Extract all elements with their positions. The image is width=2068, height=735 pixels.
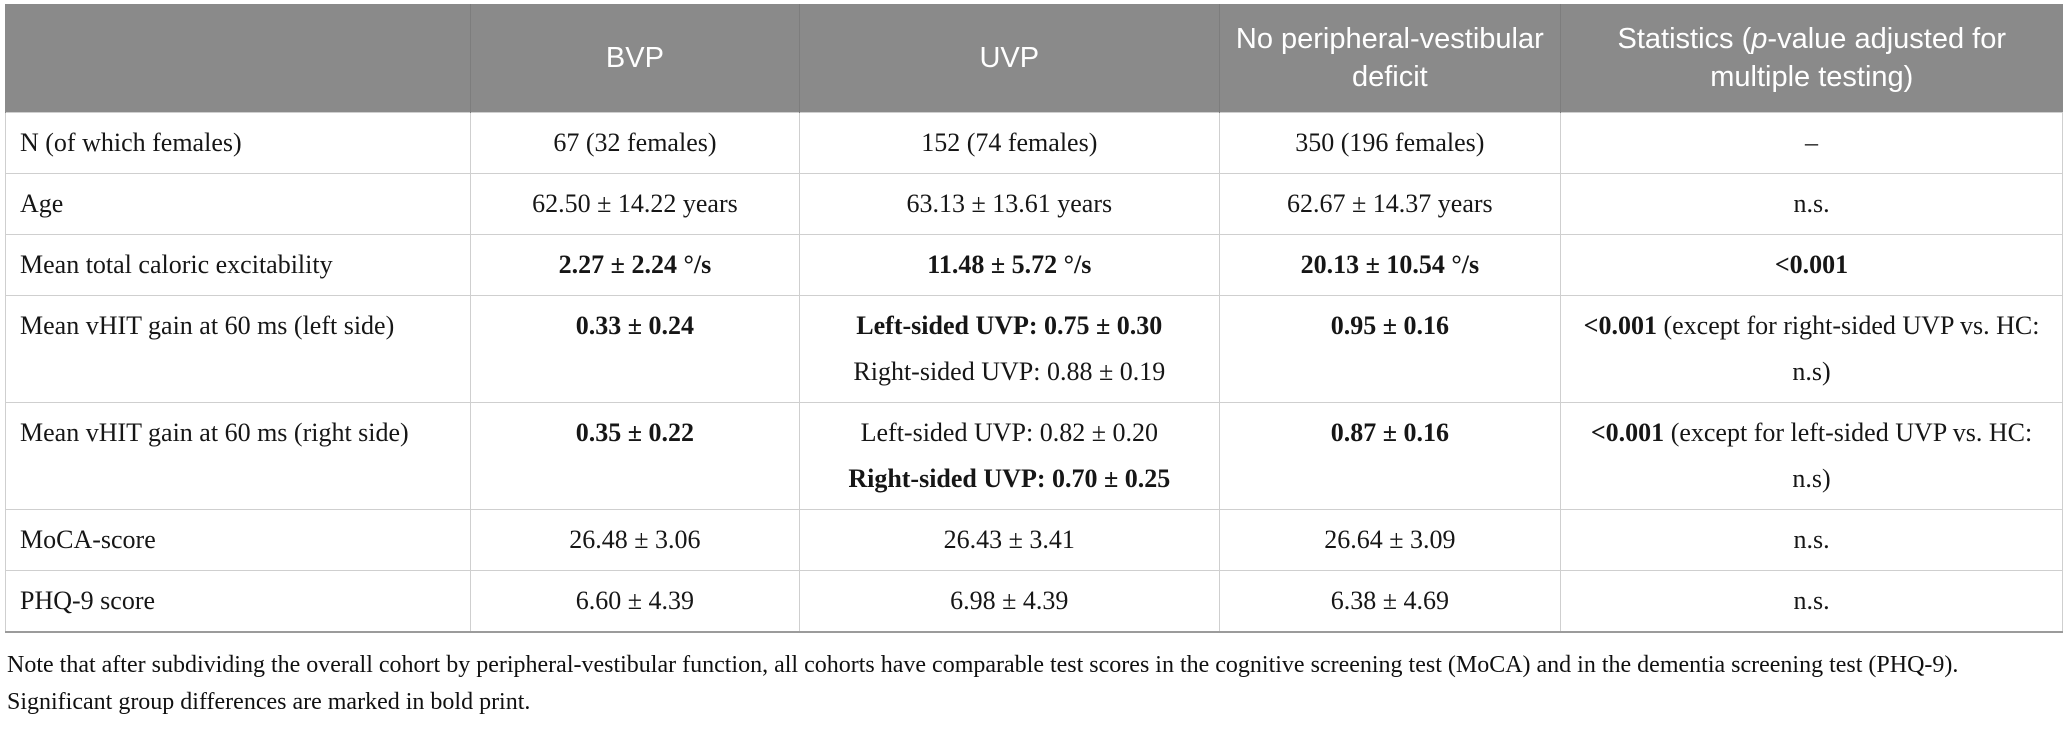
cohort-comparison-table: BVP UVP No peripheral-vestibular deficit St… [5,4,2063,633]
column-header-no-deficit: No peripheral-vestibular deficit [1219,4,1562,113]
cell-moca-bvp: 26.48 ± 3.06 [469,509,800,571]
table-row-vhit-right: Mean vHIT gain at 60 ms (right side) 0.35… [5,402,2063,510]
cell-caloric-excitability-uvp: 11.48 ± 5.72 °/s [798,234,1220,296]
cell-caloric-excitability-no-deficit-segment-0: 20.13 ± 10.54 °/s [1300,250,1480,279]
column-header-row-category [5,4,471,113]
cell-phq9-statistics: n.s. [1560,570,2063,633]
cell-age-uvp: 63.13 ± 13.61 years [798,173,1220,235]
cell-age-bvp-segment-0: 62.50 ± 14.22 years [532,189,738,218]
table-header-row: BVP UVP No peripheral-vestibular deficit St… [5,4,2063,113]
cell-n-females-uvp: 152 (74 females) [798,112,1220,174]
row-label-phq9: PHQ-9 score [5,570,471,633]
cell-age-no-deficit: 62.67 ± 14.37 years [1218,173,1562,235]
table-row-phq9: PHQ-9 score 6.60 ± 4.39 6.98 ± 4.39 6.38 ± … [5,570,2063,633]
cell-caloric-excitability-uvp-segment-0: 11.48 ± 5.72 °/s [927,250,1092,279]
column-header-statistics-segment-1: p [1751,23,1768,55]
cell-caloric-excitability-bvp-segment-0: 2.27 ± 2.24 °/s [558,250,712,279]
cell-caloric-excitability-no-deficit: 20.13 ± 10.54 °/s [1218,234,1562,296]
table-footnote: Note that after subdividing the overall … [7,652,1959,715]
cell-vhit-right-bvp-segment-0: 0.35 ± 0.22 [575,418,695,447]
cell-caloric-excitability-bvp: 2.27 ± 2.24 °/s [469,234,800,296]
cell-phq9-bvp: 6.60 ± 4.39 [469,570,800,633]
cell-vhit-right-bvp: 0.35 ± 0.22 [469,402,800,510]
cell-age-no-deficit-segment-0: 62.67 ± 14.37 years [1287,189,1493,218]
cell-vhit-left-statistics: <0.001 (except for right-sided UVP vs. H… [1560,295,2063,403]
cell-vhit-right-statistics-segment-0: <0.001 [1590,418,1665,447]
table-row-n-females: N (of which females) 67 (32 females) 152 (… [5,112,2063,174]
cell-vhit-right-no-deficit: 0.87 ± 0.16 [1218,402,1562,510]
cell-phq9-uvp-segment-0: 6.98 ± 4.39 [950,586,1069,615]
column-header-bvp-segment-0: BVP [605,42,664,74]
row-label-age: Age [5,173,471,235]
cell-vhit-left-no-deficit: 0.95 ± 0.16 [1218,295,1562,403]
cell-vhit-left-uvp: Left-sided UVP: 0.75 ± 0.30 Right-sided U… [798,295,1220,403]
cell-moca-statistics: n.s. [1560,509,2063,571]
cell-n-females-no-deficit-segment-0: 350 (196 females) [1295,128,1485,157]
cell-age-statistics: n.s. [1560,173,2063,235]
cell-vhit-right-statistics: <0.001 (except for left-sided UVP vs. HC… [1560,402,2063,510]
cell-vhit-left-uvp-segment-1: Right-sided UVP: 0.88 ± 0.19 [853,357,1166,386]
cell-vhit-right-uvp-segment-1: Right-sided UVP: 0.70 ± 0.25 [848,464,1171,493]
cell-n-females-bvp-segment-0: 67 (32 females) [553,128,717,157]
cell-moca-uvp-segment-0: 26.43 ± 3.41 [943,525,1075,554]
cell-n-females-statistics-segment-0: – [1805,128,1819,157]
cell-n-females-uvp-segment-0: 152 (74 females) [921,128,1098,157]
column-header-statistics-segment-0: Statistics ( [1617,23,1752,55]
cell-vhit-right-no-deficit-segment-0: 0.87 ± 0.16 [1330,418,1449,447]
table-row-vhit-left: Mean vHIT gain at 60 ms (left side) 0.33 … [5,295,2063,403]
cell-vhit-right-uvp-segment-0: Left-sided UVP: 0.82 ± 0.20 [860,418,1158,447]
cell-caloric-excitability-statistics: <0.001 [1560,234,2063,296]
row-label-caloric-excitability: Mean total caloric excitability [5,234,471,296]
cell-moca-no-deficit-segment-0: 26.64 ± 3.09 [1324,525,1456,554]
column-header-uvp-segment-0: UVP [979,42,1040,74]
cell-phq9-uvp: 6.98 ± 4.39 [798,570,1220,633]
cell-moca-statistics-segment-0: n.s. [1793,525,1830,554]
cell-vhit-right-uvp: Left-sided UVP: 0.82 ± 0.20 Right-sided U… [798,402,1220,510]
cell-vhit-left-bvp: 0.33 ± 0.24 [469,295,800,403]
column-header-uvp: UVP [799,4,1220,113]
column-header-statistics-segment-2: -value adjusted for multiple testing) [1710,23,2007,93]
cell-caloric-excitability-statistics-segment-0: <0.001 [1774,250,1849,279]
row-label-vhit-right: Mean vHIT gain at 60 ms (right side) [5,402,471,510]
cell-vhit-left-statistics-segment-0: <0.001 [1583,311,1657,340]
cell-moca-bvp-segment-0: 26.48 ± 3.06 [569,525,701,554]
cell-phq9-bvp-segment-0: 6.60 ± 4.39 [575,586,695,615]
cell-vhit-right-statistics-segment-1: (except for left-sided UVP vs. HC: n.s) [1664,418,2033,493]
column-header-no-deficit-segment-0: No peripheral-vestibular deficit [1235,23,1544,93]
cell-age-uvp-segment-0: 63.13 ± 13.61 years [906,189,1113,218]
table-header: BVP UVP No peripheral-vestibular deficit St… [5,4,2063,113]
column-header-statistics: Statistics (p-value adjusted for multipl… [1560,4,2063,113]
cell-phq9-no-deficit-segment-0: 6.38 ± 4.69 [1330,586,1449,615]
table-body: N (of which females) 67 (32 females) 152 (… [5,112,2063,633]
table-row-caloric-excitability: Mean total caloric excitability 2.27 ± 2.… [5,234,2063,296]
cell-moca-uvp: 26.43 ± 3.41 [798,509,1220,571]
cell-vhit-left-no-deficit-segment-0: 0.95 ± 0.16 [1330,311,1449,340]
cell-phq9-no-deficit: 6.38 ± 4.69 [1218,570,1562,633]
cell-n-females-no-deficit: 350 (196 females) [1218,112,1562,174]
cell-moca-no-deficit: 26.64 ± 3.09 [1218,509,1562,571]
table-row-moca: MoCA-score 26.48 ± 3.06 26.43 ± 3.41 26.64 … [5,509,2063,571]
cell-vhit-left-bvp-segment-0: 0.33 ± 0.24 [575,311,695,340]
cell-n-females-bvp: 67 (32 females) [469,112,800,174]
row-label-vhit-left: Mean vHIT gain at 60 ms (left side) [5,295,471,403]
cell-vhit-left-uvp-segment-0: Left-sided UVP: 0.75 ± 0.30 [856,311,1163,340]
table-row-age: Age 62.50 ± 14.22 years 63.13 ± 13.61 year… [5,173,2063,235]
cell-age-statistics-segment-0: n.s. [1793,189,1830,218]
cell-n-females-statistics: – [1560,112,2063,174]
cell-vhit-left-statistics-segment-1: (except for right-sided UVP vs. HC: n.s) [1656,311,2040,386]
column-header-bvp: BVP [470,4,800,113]
cell-phq9-statistics-segment-0: n.s. [1793,586,1830,615]
cell-age-bvp: 62.50 ± 14.22 years [469,173,800,235]
row-label-n-females: N (of which females) [5,112,471,174]
row-label-moca: MoCA-score [5,509,471,571]
